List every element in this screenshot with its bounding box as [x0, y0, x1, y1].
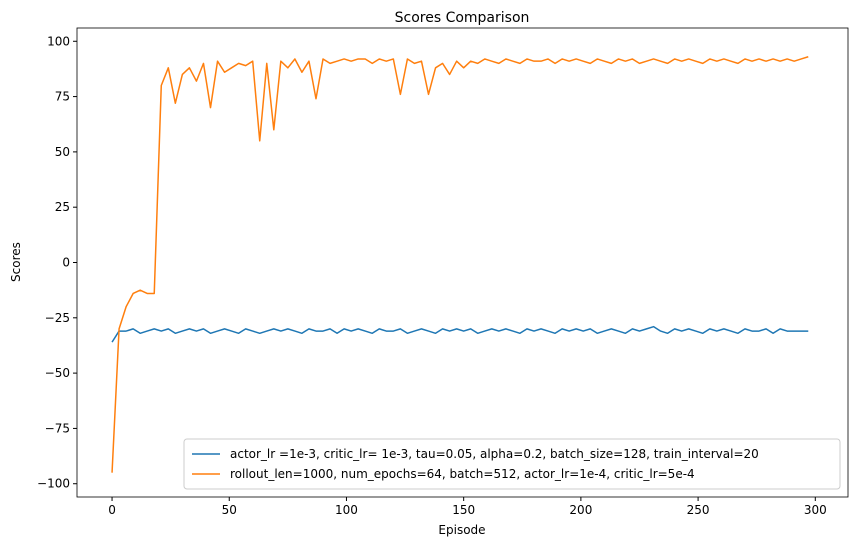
- chart-title: Scores Comparison: [395, 10, 530, 26]
- series-line: [111, 56, 809, 473]
- y-tick-label: 0: [62, 256, 70, 270]
- plot-frame: [76, 27, 849, 498]
- legend-box: [183, 438, 841, 490]
- x-tick-label: 50: [222, 503, 237, 517]
- legend-label: actor_lr =1e-3, critic_lr= 1e-3, tau=0.0…: [230, 447, 759, 461]
- y-tick-label: 75: [55, 90, 70, 104]
- y-tick-label: −100: [37, 477, 70, 491]
- x-tick-label: 300: [804, 503, 827, 517]
- legend-label: rollout_len=1000, num_epochs=64, batch=5…: [230, 467, 695, 481]
- y-tick-label: 50: [55, 145, 70, 159]
- y-tick-label: 100: [47, 34, 70, 48]
- x-tick-label: 150: [452, 503, 475, 517]
- series-line: [111, 325, 809, 343]
- y-tick-label: 25: [55, 200, 70, 214]
- x-tick-label: 200: [569, 503, 592, 517]
- x-tick-label: 100: [335, 503, 358, 517]
- y-tick-label: −75: [45, 421, 70, 435]
- x-axis-label: Episode: [438, 523, 485, 537]
- y-tick-label: −50: [45, 366, 70, 380]
- x-tick-label: 0: [108, 503, 116, 517]
- y-axis-label: Scores: [9, 242, 23, 282]
- y-tick-label: −25: [45, 311, 70, 325]
- x-tick-label: 250: [687, 503, 710, 517]
